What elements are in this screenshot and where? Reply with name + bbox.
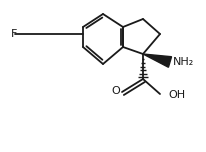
Text: F: F	[11, 29, 17, 39]
Text: O: O	[112, 86, 120, 96]
Text: NH₂: NH₂	[173, 57, 194, 67]
Text: OH: OH	[168, 90, 185, 100]
Polygon shape	[143, 54, 172, 67]
